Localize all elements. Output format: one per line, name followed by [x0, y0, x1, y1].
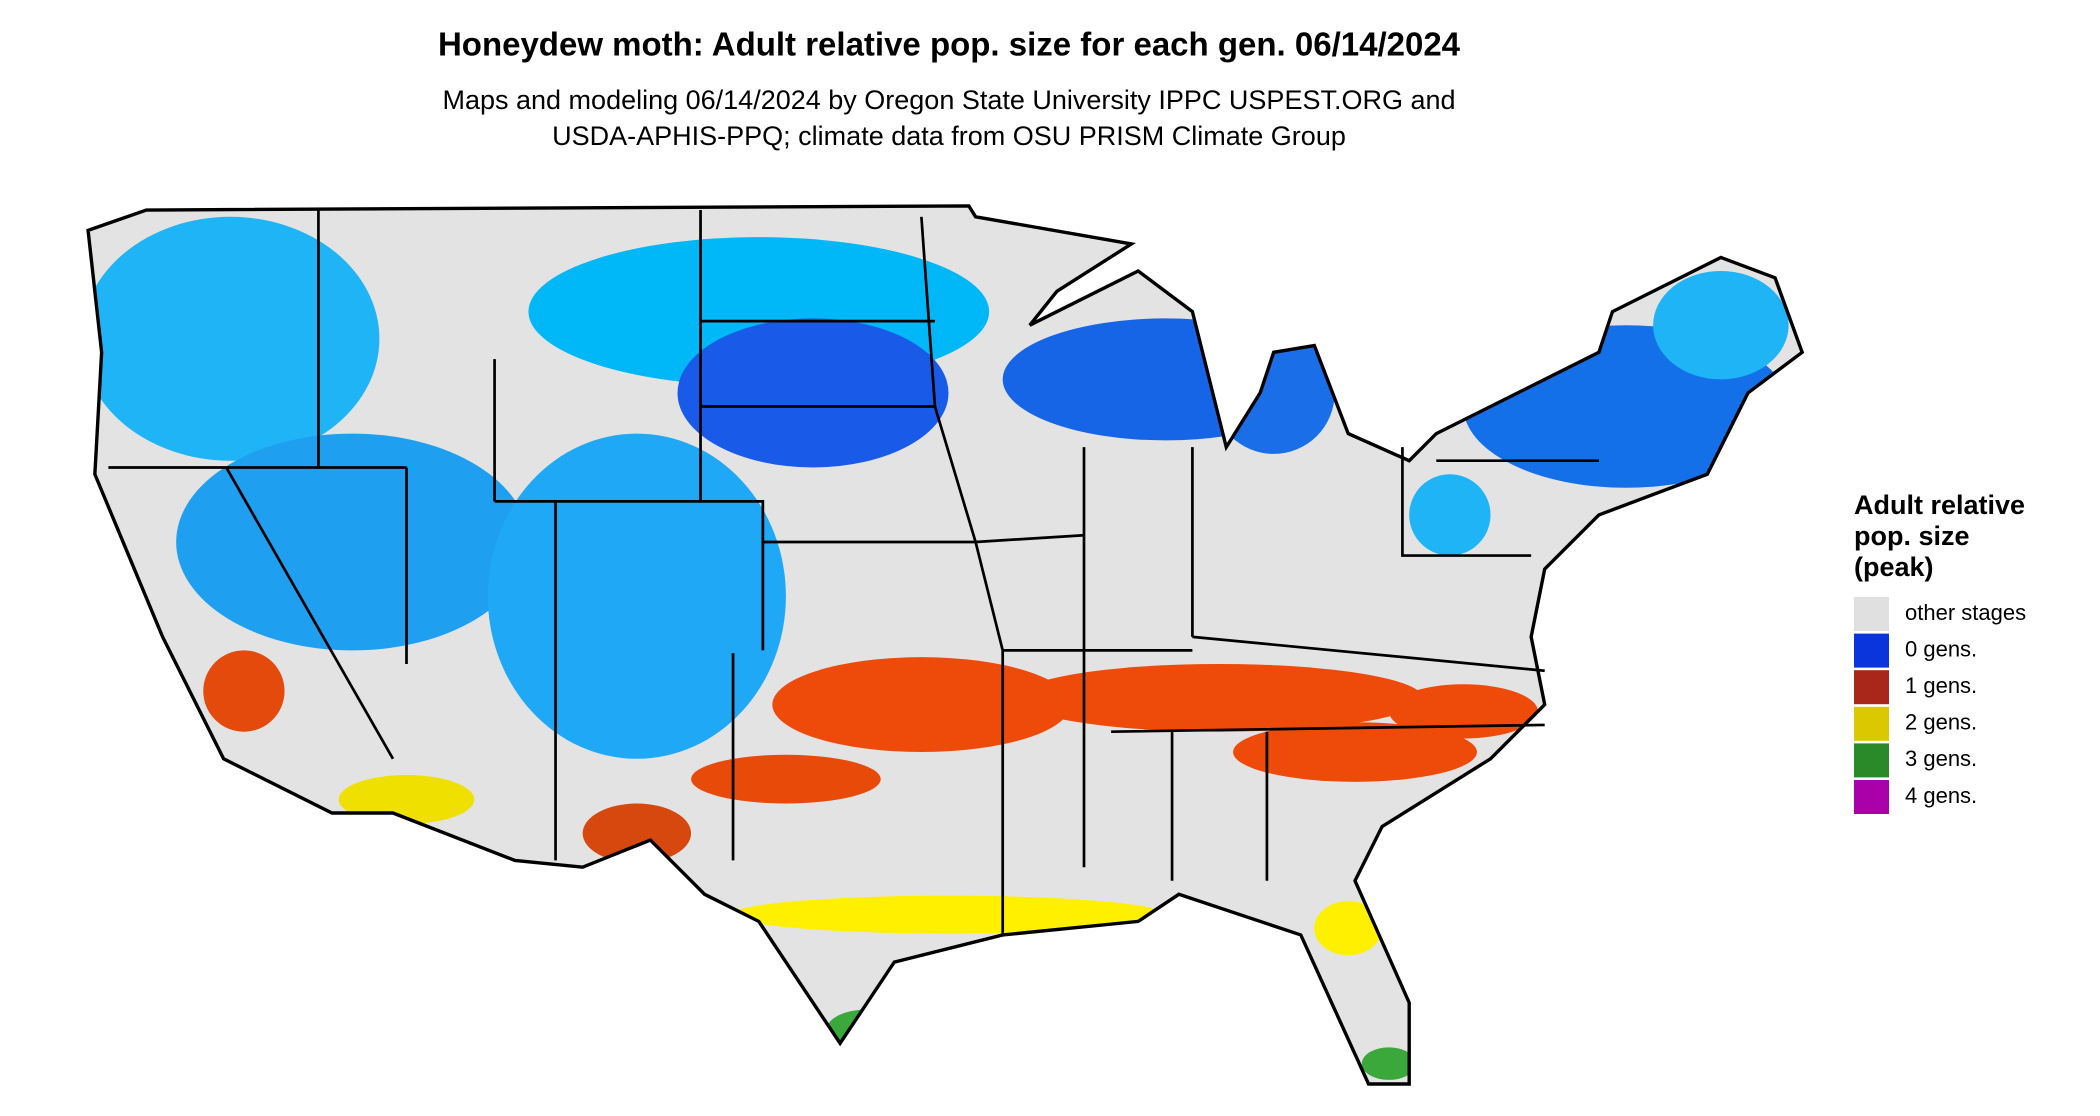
legend-title: pop. size: [1854, 521, 1970, 551]
legend-swatch: [1854, 780, 1889, 814]
legend: other stages 0 gens. 1 gens. 2 gens. 3 gens.…: [1854, 597, 2026, 814]
legend-title: (peak): [1854, 552, 1934, 582]
legend-swatch: [1854, 743, 1889, 778]
us-map: [86, 204, 1804, 1086]
legend-swatch: [1854, 706, 1889, 741]
model-areas: [88, 216, 1789, 1080]
legend-label: other stages: [1905, 600, 2026, 625]
subtitle: Maps and modeling 06/14/2024 by Oregon S…: [442, 85, 1455, 115]
legend-swatch: [1854, 670, 1889, 705]
legend-label: 2 gens.: [1905, 710, 1977, 735]
legend-swatch: [1854, 597, 1889, 631]
legend-label: 0 gens.: [1905, 636, 1977, 661]
legend-title: Adult relative: [1854, 490, 2025, 520]
legend-label: 1 gens.: [1905, 673, 1977, 698]
legend-label: 3 gens.: [1905, 746, 1977, 771]
title: Honeydew moth: Adult relative pop. size …: [438, 26, 1461, 63]
subtitle: USDA-APHIS-PPQ; climate data from OSU PR…: [552, 121, 1346, 151]
state-borders: [108, 210, 1599, 935]
legend-label: 4 gens.: [1905, 783, 1977, 808]
legend-swatch: [1854, 633, 1889, 668]
